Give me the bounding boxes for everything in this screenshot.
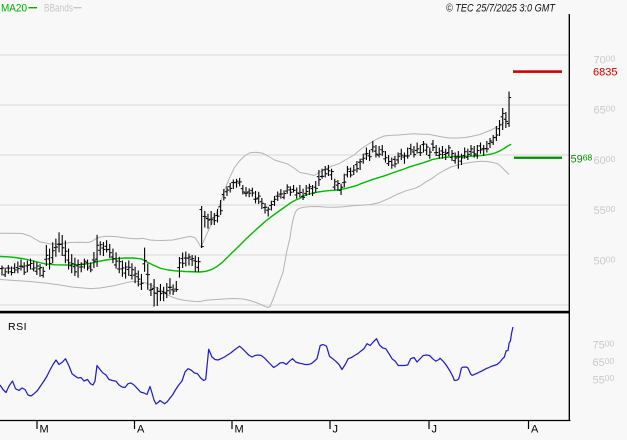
svg-text:7500: 7500: [593, 338, 615, 351]
svg-text:J: J: [333, 424, 339, 436]
svg-text:6000: 6000: [594, 154, 616, 167]
svg-text:5000: 5000: [594, 254, 616, 267]
svg-text:5500: 5500: [593, 373, 615, 386]
svg-text:6500: 6500: [593, 356, 615, 369]
svg-text:A: A: [137, 424, 145, 436]
svg-text:MA20: MA20: [1, 3, 27, 15]
svg-text:6500: 6500: [594, 103, 616, 116]
svg-text:7000: 7000: [594, 53, 616, 66]
svg-text:M: M: [235, 424, 244, 436]
svg-text:BBands: BBands: [44, 3, 73, 15]
svg-text:RSI: RSI: [8, 321, 27, 333]
svg-text:5500: 5500: [594, 204, 616, 217]
svg-text:© TEC 25/7/2025 3:0 GMT: © TEC 25/7/2025 3:0 GMT: [446, 3, 556, 15]
svg-text:A: A: [531, 424, 539, 436]
svg-text:J: J: [432, 424, 438, 436]
svg-text:M: M: [40, 424, 49, 436]
svg-text:6835: 6835: [593, 67, 617, 79]
svg-text:5968: 5968: [571, 152, 593, 165]
